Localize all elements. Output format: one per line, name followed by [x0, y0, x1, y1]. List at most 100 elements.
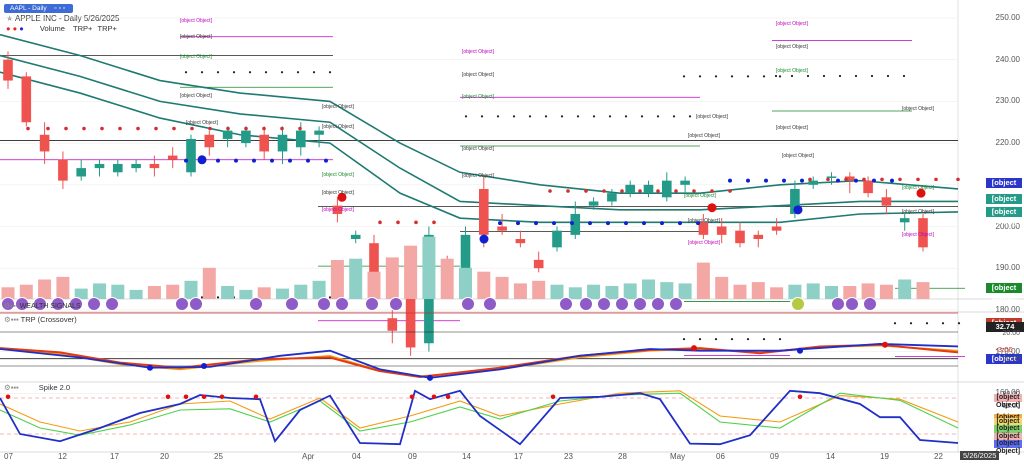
spike-signal-dot: [445, 394, 451, 400]
price-annotation: [object Object]: [322, 124, 354, 130]
price-annotation: [object Object]: [782, 153, 814, 159]
date-axis-label: 20: [160, 452, 169, 461]
price-annotation: [object Object]: [180, 54, 212, 60]
dotted-level: [624, 115, 628, 118]
volume-bar: [276, 288, 289, 299]
spike-signal-dot: [253, 394, 259, 400]
legend-trp1[interactable]: TRP+: [73, 24, 93, 33]
trp-cross-blue: [797, 347, 803, 354]
volume-bar: [770, 287, 784, 299]
candle-body: [698, 222, 709, 235]
signal-dot-blue: [890, 178, 894, 183]
volume-bar: [312, 280, 326, 299]
candle-body: [222, 130, 233, 139]
signal-dot-red: [64, 126, 68, 131]
price-axis-label: 160.00: [995, 388, 1020, 398]
dotted-level: [838, 74, 842, 78]
dotted-level: [909, 322, 913, 325]
candle-body: [680, 180, 690, 185]
big-signal-blue: [793, 205, 803, 215]
price-annotation: [object Object]: [322, 207, 354, 213]
dotted-level: [682, 337, 686, 341]
wealth-signal-icon: [365, 297, 379, 311]
trp-blue-line: [0, 342, 959, 379]
volume-bar: [111, 284, 125, 299]
date-axis-label: 07: [4, 452, 13, 461]
candle-body: [94, 163, 105, 169]
axis-column: [958, 0, 1024, 464]
wealth-signal-icon: [597, 297, 611, 311]
signal-dot-red: [26, 126, 30, 131]
candle-body: [3, 59, 13, 81]
big-signal-red: [337, 192, 347, 202]
volume-bar: [330, 260, 344, 299]
dotted-level: [822, 74, 826, 78]
volume-bar: [532, 280, 546, 299]
signal-dot-red: [118, 126, 122, 131]
signal-dot-blue: [324, 158, 328, 163]
volume-bar: [367, 271, 381, 299]
legend-dot-icon: ●: [19, 24, 24, 33]
wealth-signal-icon: [651, 297, 665, 311]
volume-bar: [898, 279, 912, 299]
volume-bar: [751, 282, 765, 299]
trp-label: TRP (Crossover): [20, 315, 77, 324]
date-axis-label: 17: [110, 452, 119, 461]
wealth-signal-icon: [559, 297, 573, 311]
volume-bar: [696, 262, 710, 299]
wealth-signal-icon: [317, 297, 331, 311]
dotted-level: [957, 322, 961, 325]
signal-dot-red: [378, 220, 382, 225]
volume-bar: [495, 276, 509, 299]
dotted-level: [264, 71, 268, 74]
signal-dot-blue: [534, 221, 538, 226]
symbol-tab[interactable]: AAPL - Daily ▫▫▫: [4, 4, 74, 13]
trp-cross-red: [691, 345, 697, 352]
signal-dot-red: [432, 220, 436, 225]
price-annotation: [object Object]: [462, 49, 494, 55]
trp-panel-label: ⚙▪▪▪ TRP (Crossover): [4, 315, 77, 324]
signal-dot-blue: [184, 158, 188, 163]
signal-dot-red: [226, 126, 230, 131]
tab-window-controls[interactable]: ▫▫▫: [54, 5, 68, 12]
price-badge: [object Object]: [986, 353, 1022, 373]
legend-volume[interactable]: Volume: [39, 24, 65, 33]
panel-controls-icon[interactable]: ⚙▪▪▪: [4, 383, 19, 392]
legend-trp2[interactable]: TRP+: [97, 24, 117, 33]
wealth-signal-icon: [669, 297, 683, 311]
dotted-level: [640, 115, 644, 118]
dotted-level: [698, 337, 702, 341]
trp-cross-blue: [147, 364, 153, 371]
wealth-signal-icon: [863, 297, 877, 311]
volume-bar: [879, 284, 893, 299]
ema-lower: [0, 71, 959, 224]
spike-signal-dot: [409, 394, 415, 400]
signal-dot-red: [298, 126, 302, 131]
signal-dot-red: [208, 126, 212, 131]
candle-body: [570, 213, 581, 235]
signal-dot-red: [620, 189, 624, 193]
price-badge: [object Object]: [986, 194, 1022, 213]
legend-dot-icon: ●: [6, 24, 11, 33]
date-axis-label: Apr: [302, 452, 315, 461]
trp-value-badge: 32.74: [986, 322, 1024, 332]
volume-bar: [733, 284, 747, 299]
signal-dot-red: [100, 126, 104, 131]
star-icon[interactable]: ★: [6, 14, 14, 23]
panel-controls-icon[interactable]: ⚙▪▪▪: [4, 303, 18, 310]
signal-dot-blue: [696, 221, 700, 226]
candle-body: [167, 155, 178, 160]
signal-dot-red: [262, 126, 266, 131]
candle-body: [808, 180, 818, 185]
spike-signal-dot: [201, 394, 207, 400]
price-annotation: [object Object]: [322, 190, 354, 196]
volume-bar: [587, 284, 601, 299]
signal-dot-blue: [234, 158, 238, 163]
dotted-level: [870, 74, 874, 78]
price-annotation: [object Object]: [776, 68, 808, 74]
wealth-signal-icon: [483, 297, 497, 311]
panel-controls-icon[interactable]: ⚙▪▪▪: [4, 315, 19, 324]
candle-body: [497, 226, 507, 231]
dotted-level: [854, 74, 858, 78]
